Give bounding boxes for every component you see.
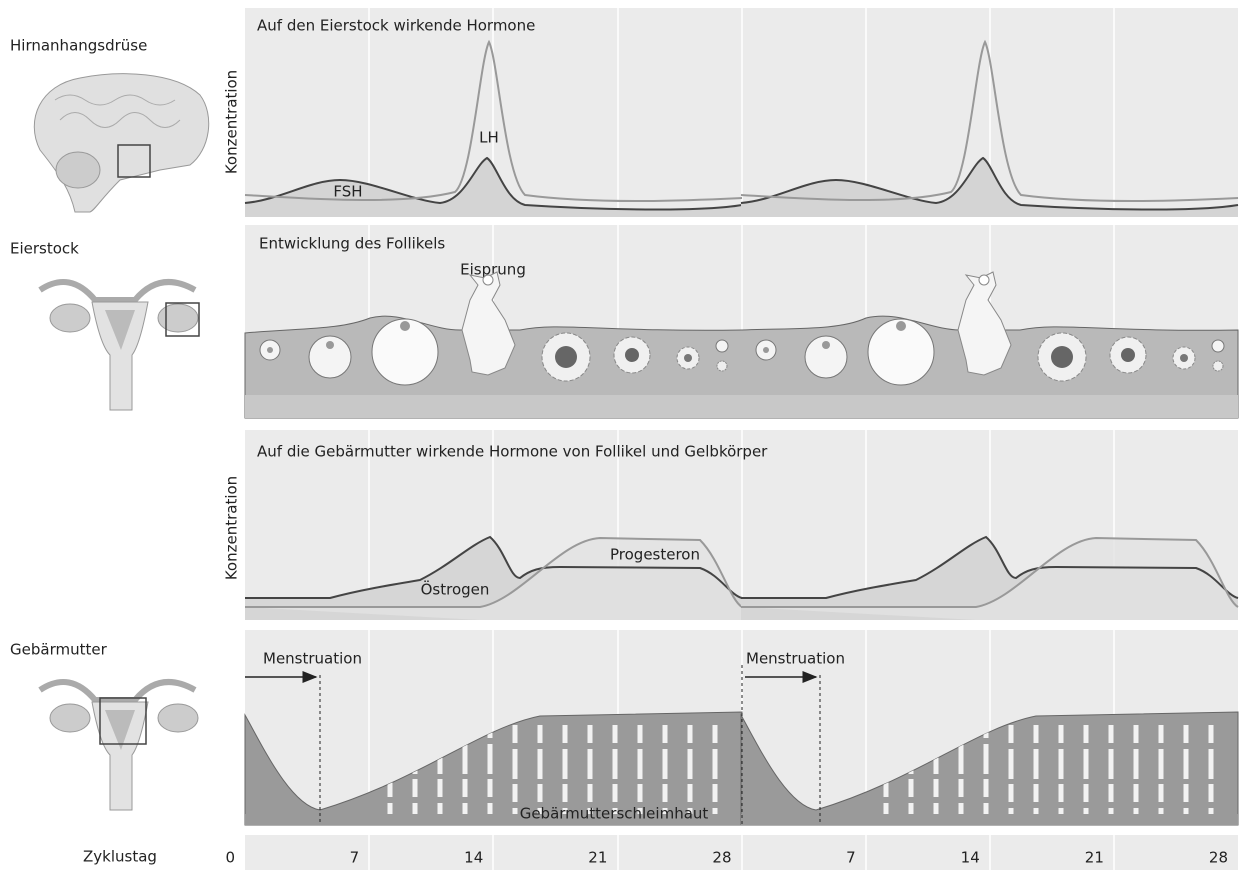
y-axis-label: Konzentration bbox=[223, 476, 241, 580]
ovary-tissue bbox=[245, 395, 1238, 418]
organ-label: Eierstock bbox=[10, 240, 79, 258]
curve-label: Östrogen bbox=[421, 580, 490, 599]
curve-label: FSH bbox=[333, 183, 362, 201]
uterus-icon bbox=[40, 282, 198, 410]
day-tick-label: 0 bbox=[225, 849, 235, 867]
day-tick-label: 28 bbox=[1209, 849, 1228, 867]
brain-icon bbox=[34, 74, 208, 212]
annotation: Menstruation bbox=[746, 650, 845, 668]
panel-title: Entwicklung des Follikels bbox=[259, 235, 445, 253]
day-tick-label: 14 bbox=[464, 849, 483, 867]
day-tick-label: 21 bbox=[1085, 849, 1104, 867]
panel-title: Auf die Gebärmutter wirkende Hormone von… bbox=[257, 443, 768, 461]
day-tick-label: 7 bbox=[350, 849, 360, 867]
organ-label: Hirnanhangsdrüse bbox=[10, 37, 147, 55]
day-tick-label: 7 bbox=[846, 849, 856, 867]
day-tick-label: 14 bbox=[961, 849, 980, 867]
curve-label: Progesteron bbox=[610, 546, 700, 564]
panel-title: Auf den Eierstock wirkende Hormone bbox=[257, 17, 535, 35]
page: Hirnanhangsdrüse Eierstock Gebärmutter A… bbox=[0, 0, 1242, 870]
annotation: Menstruation bbox=[263, 650, 362, 668]
uterus-icon bbox=[40, 682, 198, 810]
day-tick-label: 21 bbox=[588, 849, 607, 867]
axis-label: Zyklustag bbox=[83, 848, 157, 866]
y-axis-label: Konzentration bbox=[223, 70, 241, 174]
curve-label: LH bbox=[479, 129, 499, 147]
annotation: Gebärmutterschleimhaut bbox=[520, 805, 709, 823]
day-tick-label: 28 bbox=[712, 849, 731, 867]
organ-label: Gebärmutter bbox=[10, 641, 108, 659]
